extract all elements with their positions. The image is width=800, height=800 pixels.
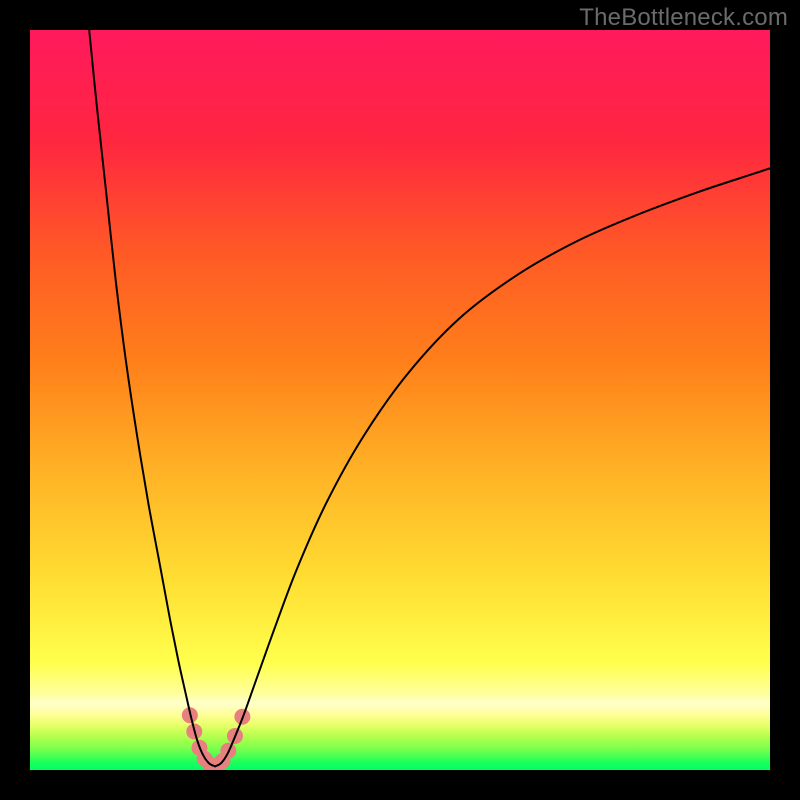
marker-group bbox=[182, 707, 251, 770]
plot-area bbox=[30, 30, 770, 770]
watermark-label: TheBottleneck.com bbox=[579, 4, 788, 32]
curve-left-branch bbox=[89, 30, 215, 766]
curve-layer bbox=[30, 30, 770, 770]
curve-right-branch bbox=[215, 168, 770, 766]
chart-container: TheBottleneck.com bbox=[0, 0, 800, 800]
